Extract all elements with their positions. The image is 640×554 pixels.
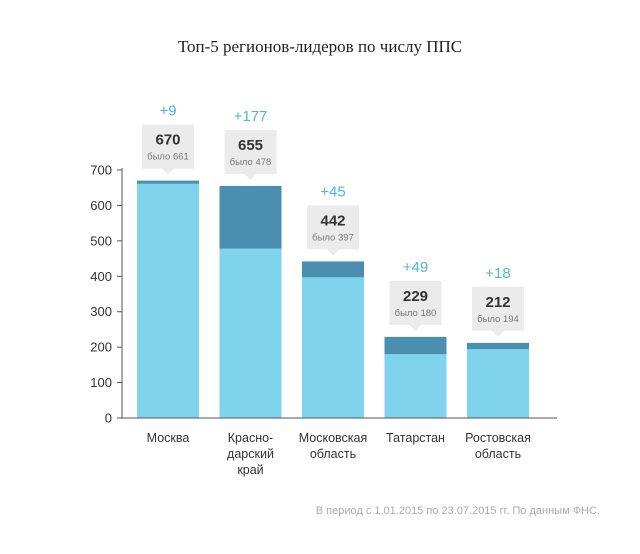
y-tick-label: 200 xyxy=(90,340,112,355)
category-label: Московская область xyxy=(299,431,368,461)
y-tick-label: 700 xyxy=(90,163,112,178)
y-tick-label: 600 xyxy=(90,198,112,213)
bar-previous xyxy=(137,183,199,418)
category-label: Ростовская область xyxy=(465,431,531,461)
bars: 670 было 661 +9 655 было 478 +177 442 было 397 +… xyxy=(137,103,529,418)
value-callout xyxy=(224,129,277,180)
bar-previous xyxy=(302,277,364,418)
bar-previous xyxy=(219,248,282,418)
y-axis: 0 100 200 300 400 500 600 700 xyxy=(90,163,123,426)
bar-increase xyxy=(384,336,447,355)
bar-increase xyxy=(137,180,199,184)
value-callout xyxy=(472,286,524,337)
y-tick-label: 500 xyxy=(90,233,112,248)
value-label: 212 xyxy=(485,294,510,311)
y-tick-label: 100 xyxy=(90,375,112,390)
value-callout xyxy=(307,205,359,256)
y-tick-label: 0 xyxy=(105,411,112,426)
value-callout xyxy=(389,280,442,331)
previous-value-label: было 180 xyxy=(395,308,437,319)
previous-value-label: было 194 xyxy=(477,314,519,325)
delta-label: +9 xyxy=(159,103,176,120)
delta-label: +49 xyxy=(403,259,428,276)
value-label: 670 xyxy=(155,132,180,149)
previous-value-label: было 397 xyxy=(312,232,354,243)
bar-previous xyxy=(384,354,447,418)
delta-label: +45 xyxy=(320,183,345,200)
previous-value-label: было 478 xyxy=(230,157,272,168)
category-label: Красно-дарский край xyxy=(227,431,274,477)
bar-group: 670 было 661 +9 xyxy=(137,103,199,418)
bar-increase xyxy=(302,261,364,278)
category-label: Татарстан xyxy=(386,431,445,445)
bar-group: 229 было 180 +49 xyxy=(384,259,447,418)
value-label: 655 xyxy=(238,137,263,154)
category-label: Москва xyxy=(147,431,190,445)
value-label: 442 xyxy=(320,212,345,229)
footnote: В период с 1.01.2015 по 23.07.2015 гг. П… xyxy=(316,505,600,517)
value-label: 229 xyxy=(403,288,428,305)
delta-label: +177 xyxy=(234,108,268,125)
value-callout xyxy=(142,124,194,175)
bar-group: 655 было 478 +177 xyxy=(219,108,282,418)
bar-group: 212 было 194 +18 xyxy=(467,265,529,418)
x-axis: Москва Красно-дарский край Московская област… xyxy=(122,417,557,477)
bar-increase xyxy=(219,185,282,249)
chart-title: Топ-5 регионов-лидеров по числу ППС xyxy=(178,37,462,56)
bar-increase xyxy=(467,342,529,350)
bar-group: 442 было 397 +45 xyxy=(302,183,364,418)
y-tick-label: 400 xyxy=(90,269,112,284)
y-tick-label: 300 xyxy=(90,304,112,319)
bar-previous xyxy=(467,349,529,418)
delta-label: +18 xyxy=(485,265,510,282)
previous-value-label: было 661 xyxy=(147,152,189,163)
